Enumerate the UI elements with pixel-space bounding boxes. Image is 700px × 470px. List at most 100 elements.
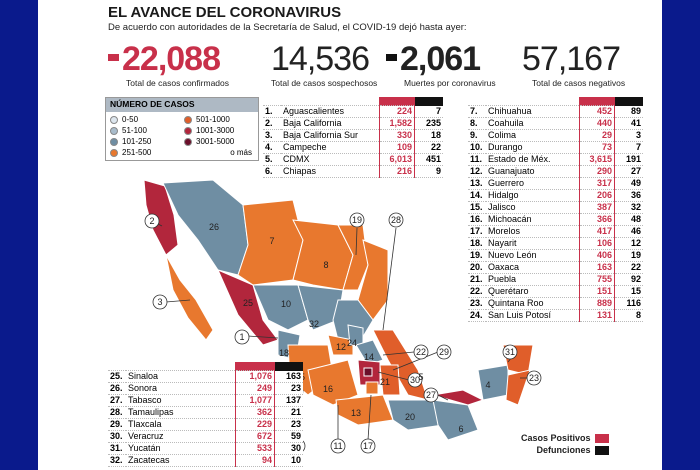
map-label-6: 6 [458, 424, 463, 434]
table-row: 28. Tamaulipas 362 21 [108, 406, 303, 419]
table-row: 10. Durango 73 7 [468, 141, 643, 154]
state-name: Durango [486, 141, 580, 154]
state-deaths: 451 [414, 153, 443, 166]
state-number: 29. [108, 418, 126, 431]
table-row: 5. CDMX 6,013 451 [263, 153, 443, 166]
state-number: 16. [468, 213, 486, 226]
state-cases: 755 [579, 273, 615, 286]
state-deaths: 7 [414, 105, 443, 118]
infographic-page: EL AVANCE DEL CORONAVIRUS De acuerdo con… [38, 0, 662, 470]
state-name: Nuevo León [486, 249, 580, 262]
state-number: 21. [468, 273, 486, 286]
legend-item: 0-50 [110, 114, 180, 125]
state-name: Yucatán [126, 442, 236, 455]
state-deaths: 41 [614, 117, 643, 130]
state-number: 3. [263, 129, 281, 142]
state-cases: 73 [579, 141, 615, 154]
state-cases: 889 [579, 297, 615, 310]
state-cases: 131 [579, 309, 615, 322]
legend-item: 1001-3000 [184, 125, 254, 136]
stat-deaths: 2,061 Muertes por coronavirus [386, 40, 496, 88]
map-label-11: 11 [333, 441, 342, 451]
table-row: 7. Chihuahua 452 89 [468, 105, 643, 118]
map-label-3: 3 [157, 297, 162, 307]
legend-swatch-icon [110, 137, 118, 146]
state-deaths: 8 [614, 309, 643, 322]
state-number: 9. [468, 129, 486, 142]
state-cases: 533 [235, 442, 275, 455]
state-name: Morelos [486, 225, 580, 238]
state-number: 28. [108, 406, 126, 419]
states-table-3: 25. Sinaloa 1,076 163 26. Sonora 249 23 27. Tabas… [108, 362, 303, 467]
state-number: 32. [108, 454, 126, 467]
state-cases: 163 [579, 261, 615, 274]
state-cases: 109 [379, 141, 415, 154]
state-shape-10 [252, 284, 309, 331]
table-row: 4. Campeche 109 22 [263, 141, 443, 154]
state-name: Oaxaca [486, 261, 580, 274]
state-cases: 452 [579, 105, 615, 118]
state-deaths: 137 [274, 394, 303, 407]
state-number: 24. [468, 309, 486, 322]
state-shape-3 [165, 254, 214, 341]
table-row: 9. Colima 29 3 [468, 129, 643, 142]
legend-swatch-icon [110, 148, 118, 157]
state-cases: 417 [579, 225, 615, 238]
state-number: 8. [468, 117, 486, 130]
map-label-26: 26 [209, 222, 219, 232]
table-row: 14. Hidalgo 206 36 [468, 189, 643, 202]
map-label-19: 19 [352, 215, 362, 225]
legend-label: 51-100 [122, 126, 147, 135]
state-number: 4. [263, 141, 281, 154]
state-deaths: 235 [414, 117, 443, 130]
state-number: 15. [468, 201, 486, 214]
state-cases: 1,077 [235, 394, 275, 407]
state-number: 25. [108, 370, 126, 383]
map-label-17: 17 [363, 441, 373, 451]
state-deaths: 22 [614, 261, 643, 274]
state-number: 20. [468, 261, 486, 274]
state-name: Nayarit [486, 237, 580, 250]
map-label-27: 27 [426, 390, 436, 400]
state-deaths: 92 [614, 273, 643, 286]
key-positive-label: Casos Positivos [521, 433, 591, 443]
confirmed-label: Total de casos confirmados [126, 78, 229, 88]
state-deaths: 10 [274, 454, 303, 467]
table-row: 18. Nayarit 106 12 [468, 237, 643, 250]
table-row: 25. Sinaloa 1,076 163 [108, 370, 303, 383]
legend-item: 251-500 [110, 147, 180, 158]
table-row: 15. Jalisco 387 32 [468, 201, 643, 214]
infographic-subtitle: De acuerdo con autoridades de la Secreta… [108, 22, 467, 33]
legend-label: 0-50 [122, 115, 139, 124]
state-cases: 406 [579, 249, 615, 262]
map-label-12: 12 [336, 342, 346, 352]
confirmed-marker-icon [108, 53, 119, 61]
map-label-10: 10 [281, 299, 291, 309]
map-label-22: 22 [416, 347, 426, 357]
state-deaths: 22 [414, 141, 443, 154]
state-deaths: 19 [614, 249, 643, 262]
confirmed-value: 22,088 [122, 40, 221, 78]
table-row: 1. Aguascalientes 224 7 [263, 105, 443, 118]
state-name: Zacatecas [126, 454, 236, 467]
state-number: 30. [108, 430, 126, 443]
deaths-swatch-icon [594, 445, 609, 455]
state-deaths: 15 [614, 285, 643, 298]
state-name: Hidalgo [486, 189, 580, 202]
key-deaths-label: Defunciones [536, 445, 591, 455]
map-label-8: 8 [323, 260, 328, 270]
legend-swatch-icon [184, 126, 192, 135]
state-number: 2. [263, 117, 281, 130]
state-number: 5. [263, 153, 281, 166]
state-cases: 330 [379, 129, 415, 142]
table-row: 22. Querétaro 151 15 [468, 285, 643, 298]
state-name: Quintana Roo [486, 297, 580, 310]
state-name: Baja California Sur [281, 129, 380, 142]
state-cases: 362 [235, 406, 275, 419]
state-name: Chiapas [281, 165, 380, 178]
state-cases: 1,076 [235, 370, 275, 383]
state-name: Puebla [486, 273, 580, 286]
table-row: 13. Guerrero 317 49 [468, 177, 643, 190]
map-label-1: 1 [239, 332, 244, 342]
state-deaths: 36 [614, 189, 643, 202]
